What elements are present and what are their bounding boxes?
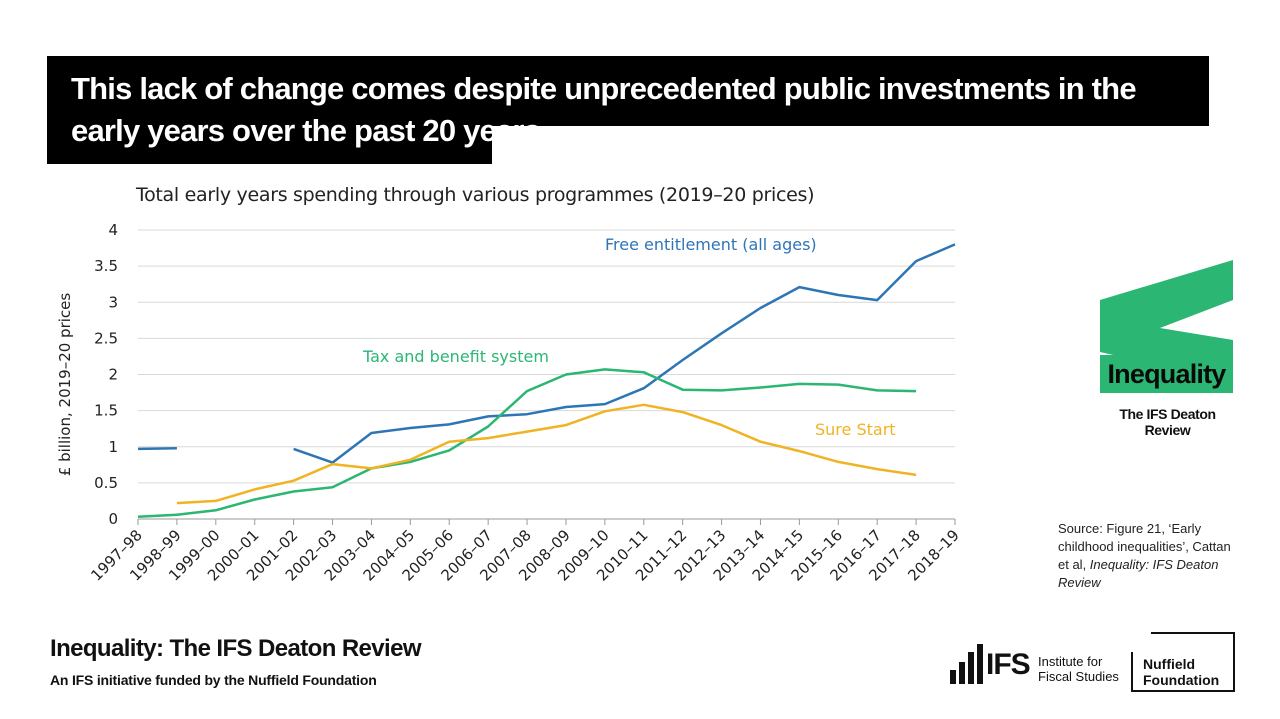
source-italic: Inequality: IFS Deaton Review <box>1058 557 1219 590</box>
banner-background <box>47 56 1209 126</box>
ifs-logo: IFS Institute for Fiscal Studies <box>950 640 1120 690</box>
y-tick-label: 3 <box>108 293 118 311</box>
nuffield-line-1: Nuffield <box>1143 656 1196 672</box>
y-tick-label: 0.5 <box>94 474 118 492</box>
inequality-logo-subtitle: The IFS Deaton Review <box>1119 406 1216 438</box>
series-line <box>137 446 177 451</box>
series-line <box>176 403 917 505</box>
y-tick-label: 1.5 <box>94 402 118 420</box>
y-tick-label: 3.5 <box>94 257 118 275</box>
series-line <box>293 243 956 464</box>
nuffield-name: Nuffield Foundation <box>1143 656 1219 688</box>
ifs-description: Institute for Fiscal Studies <box>1038 654 1119 684</box>
footer-subtitle: An IFS initiative funded by the Nuffield… <box>50 672 377 688</box>
nuffield-logo-notch <box>1131 632 1151 652</box>
source-text: Source: Figure 21, ‘Early childhood ineq… <box>1058 521 1231 572</box>
ifs-line-1: Institute for <box>1038 654 1103 669</box>
series-label: Sure Start <box>815 420 896 439</box>
title-banner: This lack of change comes despite unprec… <box>47 56 1209 164</box>
y-tick-label: 4 <box>108 221 118 239</box>
series-line <box>137 368 917 519</box>
inequality-logo-chevron-icon <box>1100 260 1233 382</box>
ifs-bars-icon <box>950 644 983 684</box>
line-chart: 00.511.522.533.541997–981998–991999–0020… <box>56 221 963 585</box>
y-tick-label: 1 <box>108 438 118 456</box>
chart-title: Total early years spending through vario… <box>136 184 815 206</box>
nuffield-line-2: Foundation <box>1143 672 1220 688</box>
banner-background-tail <box>47 126 492 164</box>
footer-title: Inequality: The IFS Deaton Review <box>50 635 422 662</box>
y-tick-label: 0 <box>108 510 118 528</box>
ifs-wordmark: IFS <box>986 648 1031 681</box>
series-label: Free entitlement (all ages) <box>605 235 817 254</box>
page-title: This lack of change comes despite unprec… <box>71 71 1137 148</box>
series-label: Tax and benefit system <box>362 347 549 366</box>
y-axis-label: £ billion, 2019–20 prices <box>56 293 74 477</box>
ifs-line-2: Fiscal Studies <box>1038 669 1119 684</box>
y-tick-label: 2 <box>108 366 118 384</box>
source-note: Source: Figure 21, ‘Early childhood ineq… <box>1058 520 1243 592</box>
inequality-logo-word: Inequality <box>1100 355 1233 393</box>
nuffield-logo: Nuffield Foundation <box>1131 632 1235 692</box>
y-tick-label: 2.5 <box>94 329 118 347</box>
